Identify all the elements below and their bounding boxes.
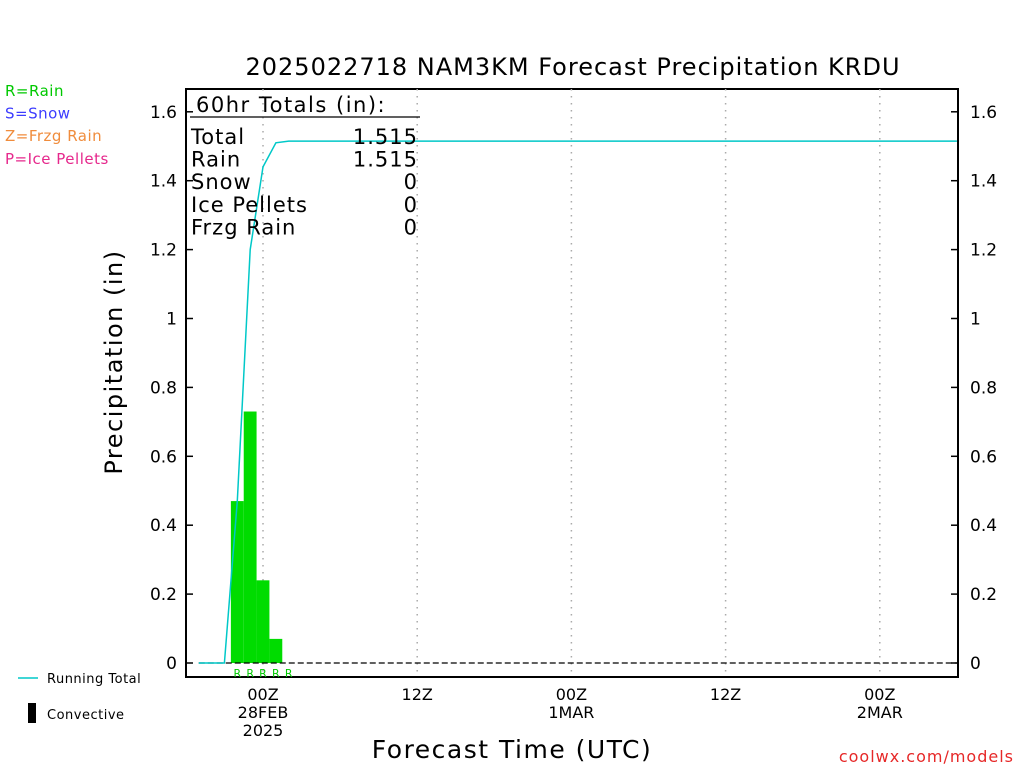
x-tick-label: 00Z [864, 685, 895, 704]
running-total-line [198, 140, 957, 664]
totals-row-value: 0 [404, 215, 418, 239]
totals-box: 60hr Totals (in): Total 1.515 Rain 1.515 Snow… [190, 93, 420, 239]
type-legend-item: R=Rain [5, 82, 64, 100]
y-tick-label-right: 0.8 [970, 378, 997, 398]
x-tick-label: 00Z [247, 685, 278, 704]
totals-row-label: Rain [191, 148, 241, 172]
totals-row-value: 0 [404, 193, 418, 217]
precip-type-label: R [246, 667, 254, 680]
x-axis-label: Forecast Time (UTC) [372, 735, 652, 764]
precip-bars [230, 411, 283, 663]
y-tick-label-right: 1 [970, 310, 981, 330]
y-tick-label: 0.8 [150, 378, 177, 398]
totals-row-label: Total [190, 125, 245, 149]
precip-bar [230, 501, 244, 663]
precip-type-label: R [285, 667, 293, 680]
precip-type-label: R [272, 667, 280, 680]
x-tick-label: 12Z [402, 685, 433, 704]
y-tick-label: 1 [166, 310, 177, 330]
y-tick-label-right: 0.6 [970, 447, 997, 467]
grid-lines [262, 89, 881, 677]
legend-label: Convective [47, 708, 125, 723]
y-tick-label: 1.4 [150, 172, 177, 192]
totals-row-value: 1.515 [353, 125, 418, 149]
y-tick-label: 1.6 [150, 103, 177, 123]
type-legend-item: Z=Frzg Rain [5, 127, 102, 145]
chart-title: 2025022718 NAM3KM Forecast Precipitation… [245, 53, 900, 81]
y-axis-label: Precipitation (in) [100, 249, 128, 474]
totals-header: 60hr Totals (in): [196, 93, 386, 117]
legend-box-swatch [28, 703, 36, 723]
precip-type-legend: R=Rain S=Snow Z=Frzg Rain P=Ice Pellets [5, 82, 109, 168]
type-legend-item: P=Ice Pellets [5, 150, 109, 168]
totals-row-value: 1.515 [353, 148, 418, 172]
credit-text: coolwx.com/models [839, 747, 1014, 766]
type-legend-item: S=Snow [5, 105, 71, 123]
x-tick-label: 2MAR [857, 703, 903, 722]
precip-bar [269, 638, 283, 663]
precip-bar [243, 411, 257, 663]
y-tick-label-right: 1.6 [970, 103, 997, 123]
y-tick-label: 0.4 [150, 516, 177, 536]
x-tick-label: 28FEB [238, 703, 289, 722]
totals-row-label: Snow [191, 170, 252, 194]
x-tick-label: 1MAR [548, 703, 594, 722]
y-tick-label-right: 1.4 [970, 172, 997, 192]
legend-label: Running Total [47, 672, 141, 687]
totals-row-label: Frzg Rain [191, 215, 296, 239]
precip-bar [256, 580, 270, 663]
y-tick-label-right: 0.2 [970, 585, 997, 605]
x-tick-label: 00Z [556, 685, 587, 704]
y-tick-label: 0 [166, 654, 177, 674]
precip-type-label: R [233, 667, 241, 680]
y-axis-ticks: 0 00.2 0.20.4 0.40.6 0.60.8 0.81 11.2 1.21.4 1.4… [150, 103, 997, 674]
y-tick-label: 0.2 [150, 585, 177, 605]
x-tick-label: 12Z [710, 685, 741, 704]
y-tick-label-right: 0.4 [970, 516, 997, 536]
running-total-series [198, 140, 957, 664]
y-tick-label-right: 1.2 [970, 241, 997, 261]
y-tick-label-right: 0 [970, 654, 981, 674]
y-tick-label: 0.6 [150, 447, 177, 467]
bottom-legend: Running Total Convective [18, 672, 141, 723]
y-tick-label: 1.2 [150, 241, 177, 261]
x-tick-label: 2025 [243, 721, 284, 740]
totals-row-label: Ice Pellets [191, 193, 308, 217]
precip-type-label: R [259, 667, 267, 680]
totals-row-value: 0 [404, 170, 418, 194]
